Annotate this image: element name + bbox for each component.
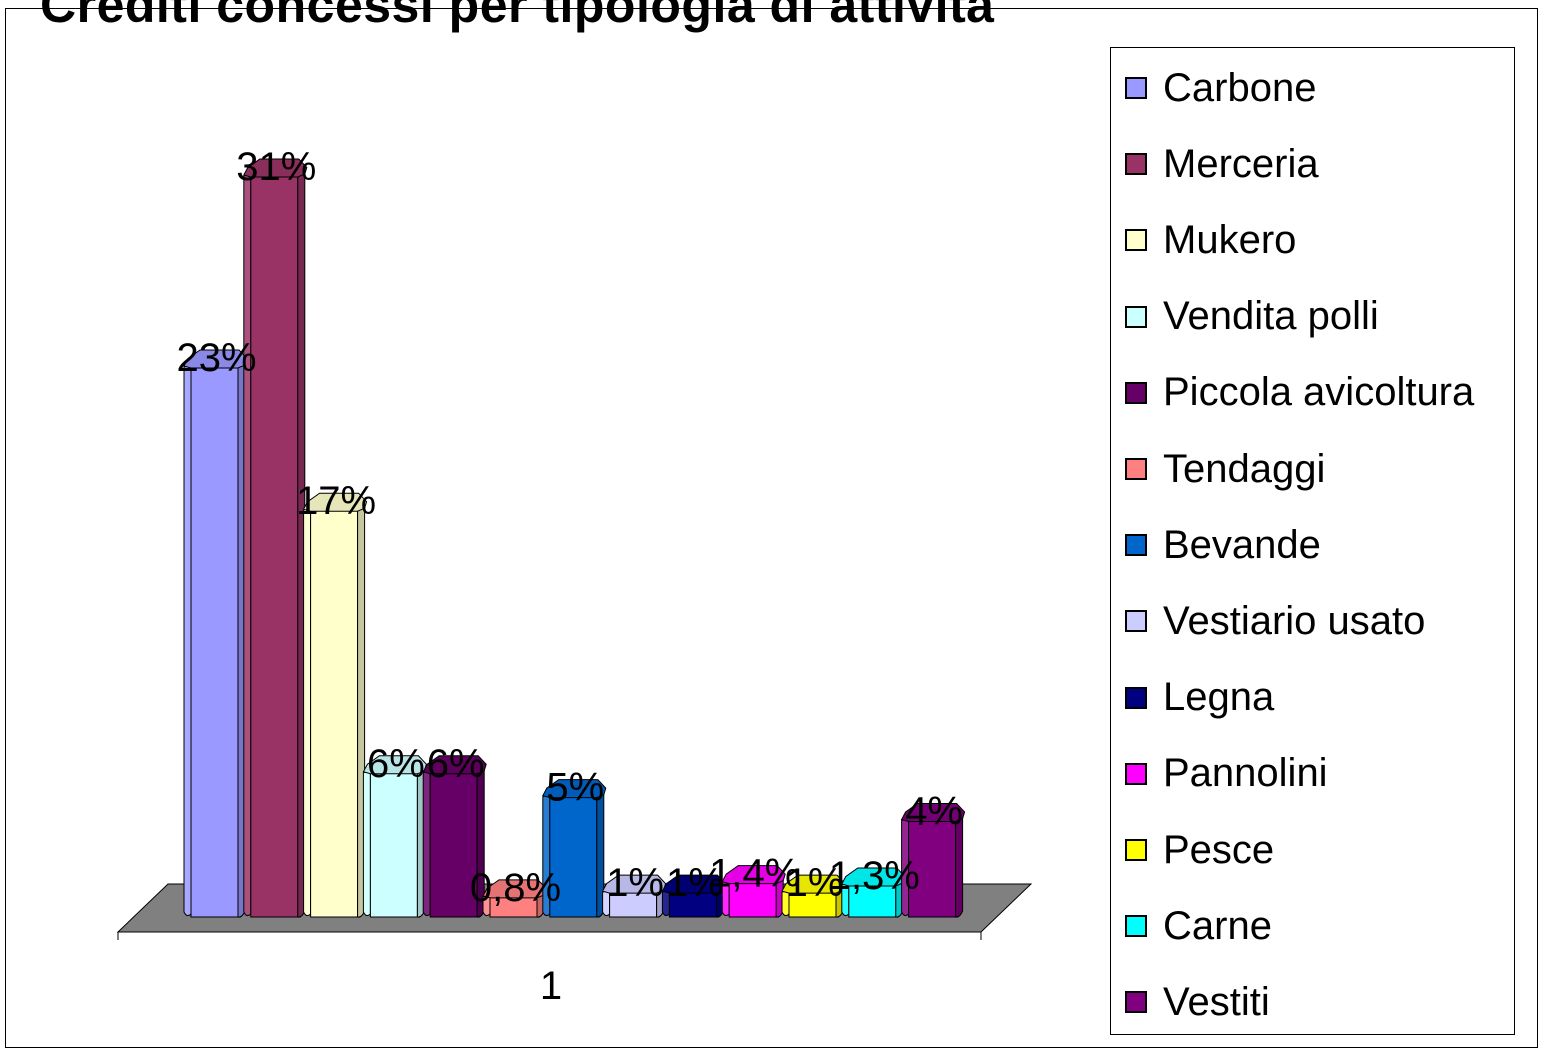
legend-swatch	[1125, 762, 1147, 785]
legend-swatch	[1125, 534, 1147, 557]
data-label-11: 1%	[786, 861, 844, 905]
legend: Carbone Merceria Mukero Vendita polli Piccol…	[1110, 47, 1515, 1035]
data-label-10: 1,4%	[709, 852, 800, 896]
bar-10	[721, 865, 786, 918]
bar-5	[422, 755, 487, 918]
legend-label: Bevande	[1163, 522, 1321, 567]
data-label-3: 17%	[296, 479, 376, 523]
bar-9	[661, 874, 726, 918]
data-label-1: 23%	[176, 336, 256, 380]
legend-item-9: Legna	[1125, 675, 1274, 721]
legend-label: Vestiario usato	[1163, 598, 1426, 643]
bar-7	[542, 779, 607, 918]
legend-swatch	[1125, 839, 1147, 861]
bar-4	[362, 755, 427, 918]
legend-item-11: Pesce	[1125, 827, 1274, 873]
legend-item-3: Mukero	[1125, 217, 1296, 263]
bar-3	[302, 492, 368, 918]
legend-swatch	[1125, 77, 1147, 99]
legend-item-13: Vestiti	[1125, 979, 1270, 1025]
data-label-12: 1,3%	[829, 854, 920, 898]
bar-8	[601, 874, 667, 918]
legend-item-1: Carbone	[1125, 65, 1316, 111]
legend-label: Carbone	[1163, 65, 1317, 110]
legend-swatch	[1125, 686, 1147, 709]
legend-item-8: Vestiario usato	[1125, 598, 1425, 644]
legend-swatch	[1125, 610, 1147, 633]
data-label-5: 6%	[427, 742, 485, 786]
legend-swatch	[1125, 915, 1147, 938]
bar-13	[900, 803, 966, 918]
legend-item-5: Piccola avicoltura	[1125, 370, 1474, 416]
legend-label: Merceria	[1163, 141, 1319, 186]
data-label-2: 31%	[236, 145, 316, 189]
data-label-7: 5%	[546, 766, 604, 810]
bar-1	[183, 349, 248, 918]
plot-area: 23%31%17%6% 6%0,8%5%1% 1%1,4%1%1,3%4% 1	[116, 145, 1033, 1008]
chart-title: Crediti concessi per tipologia di attivi…	[40, 0, 995, 33]
legend-swatch	[1125, 305, 1147, 328]
bar-11	[781, 874, 846, 918]
chart-frame: 23% 31% 17% 6% 6% 0,8% 5% 1% 1% 1,4% 1% 1,3% 4% 1 Ca…	[5, 8, 1538, 1048]
legend-label: Pannolini	[1163, 751, 1328, 796]
data-label-8: 1%	[606, 861, 664, 905]
legend-label: Vestiti	[1163, 979, 1270, 1024]
legend-label: Piccola avicoltura	[1163, 370, 1475, 415]
legend-label: Carne	[1163, 903, 1272, 948]
data-label-4: 6%	[367, 742, 425, 786]
legend-swatch	[1125, 991, 1147, 1014]
legend-item-12: Carne	[1125, 903, 1272, 949]
legend-label: Mukero	[1163, 217, 1297, 262]
legend-swatch	[1125, 381, 1147, 404]
legend-swatch	[1125, 153, 1147, 176]
legend-item-7: Bevande	[1125, 522, 1321, 568]
bar-6	[482, 879, 547, 918]
legend-swatch	[1125, 229, 1147, 252]
data-label-9: 1%	[666, 861, 724, 905]
legend-item-6: Tendaggi	[1125, 446, 1325, 492]
legend-label: Vendita polli	[1163, 294, 1379, 339]
data-label-6: 0,8%	[470, 866, 561, 910]
data-label-13: 4%	[905, 790, 963, 834]
legend-item-10: Pannolini	[1125, 751, 1328, 797]
bar-12	[841, 867, 906, 918]
legend-item-4: Vendita polli	[1125, 294, 1379, 340]
x-tick-label: 1	[540, 964, 562, 1008]
legend-label: Pesce	[1163, 827, 1275, 872]
legend-label: Legna	[1163, 675, 1275, 720]
bar-2	[243, 158, 308, 918]
legend-item-2: Merceria	[1125, 141, 1319, 187]
legend-swatch	[1125, 458, 1147, 480]
legend-label: Tendaggi	[1163, 446, 1326, 491]
